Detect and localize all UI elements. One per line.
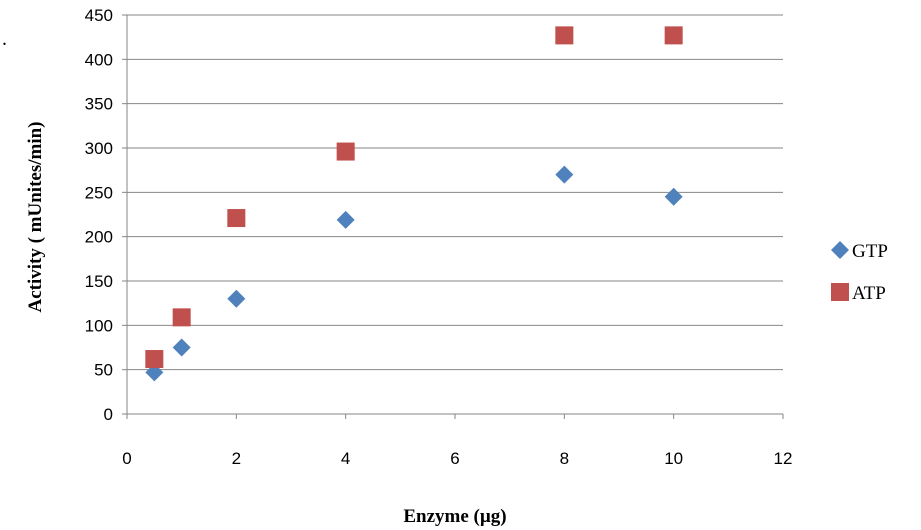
data-point-gtp: [336, 210, 355, 229]
y-axis-title: Activity ( mUnites/min): [25, 121, 46, 312]
legend-marker-atp: [831, 283, 849, 301]
data-point-atp: [227, 209, 246, 228]
x-tick-label: 2: [232, 449, 241, 468]
x-axis-title: Enzyme (µg): [403, 506, 506, 527]
stray-mark: .: [2, 28, 7, 50]
x-tick-label: 6: [450, 449, 459, 468]
y-tick-labels: 0 50 100 150 200 250 300 350 400 450: [85, 6, 113, 424]
y-tick-label: 200: [85, 228, 113, 247]
data-point-gtp: [664, 187, 683, 206]
legend: GTP ATP: [831, 241, 888, 304]
x-tick-label: 10: [664, 449, 683, 468]
y-tick-label: 300: [85, 139, 113, 158]
data-point-gtp: [227, 289, 246, 308]
legend-marker-gtp: [831, 241, 849, 259]
data-point-atp: [145, 350, 164, 369]
data-point-gtp: [172, 338, 191, 357]
y-tick-label: 250: [85, 183, 113, 202]
y-tick-label: 350: [85, 95, 113, 114]
x-tick-label: 0: [122, 449, 131, 468]
legend-label-gtp: GTP: [852, 241, 888, 262]
data-points: [145, 26, 683, 382]
y-tick-label: 50: [94, 361, 113, 380]
y-tick-label: 0: [104, 405, 113, 424]
x-tick-label: 4: [341, 449, 350, 468]
x-tick-label: 12: [774, 449, 793, 468]
data-point-atp: [555, 26, 574, 45]
legend-label-atp: ATP: [852, 283, 886, 304]
data-point-atp: [336, 142, 355, 161]
x-tick-labels: 0 2 4 6 8 10 12: [122, 449, 792, 468]
y-tick-label: 150: [85, 272, 113, 291]
data-point-gtp: [555, 165, 574, 184]
x-tick-label: 8: [560, 449, 569, 468]
data-point-atp: [172, 308, 191, 327]
gridlines: [127, 14, 783, 415]
axes: [122, 14, 784, 419]
y-tick-label: 450: [85, 6, 113, 25]
y-tick-label: 400: [85, 50, 113, 69]
data-point-atp: [664, 26, 683, 45]
y-tick-label: 100: [85, 316, 113, 335]
